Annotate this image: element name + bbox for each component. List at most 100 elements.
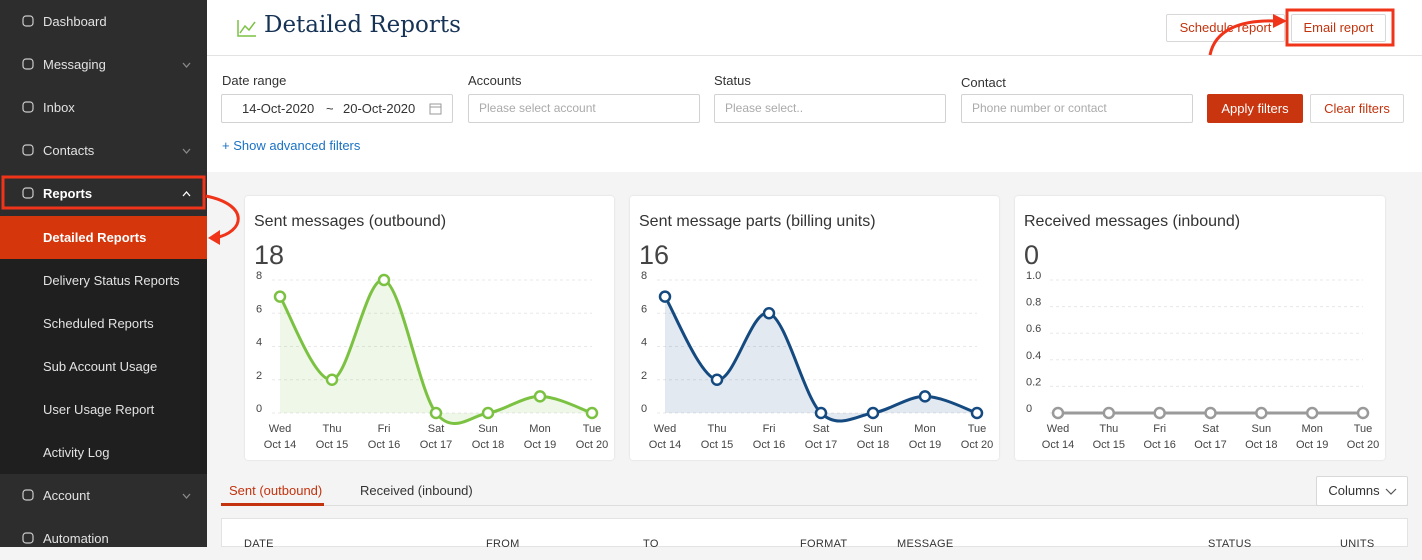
submenu-item[interactable]: Scheduled Reports: [0, 301, 207, 345]
arrowhead: [208, 230, 220, 245]
chart-title: Received messages (inbound): [1024, 213, 1240, 230]
icon-shape: [22, 101, 34, 113]
x-tick-label: Tue: [968, 423, 987, 435]
nav-icon: [22, 489, 34, 501]
nav-item[interactable]: Messaging: [0, 43, 207, 86]
y-tick-label: 0.8: [1026, 297, 1041, 309]
nav-label: Inbox: [43, 100, 75, 116]
nav-item[interactable]: Inbox: [0, 86, 207, 129]
date-range-input[interactable]: 14-Oct-2020 ~ 20-Oct-2020: [221, 94, 453, 123]
x-tick-label: Fri: [1153, 423, 1166, 435]
x-tick-label: Oct 18: [1245, 439, 1277, 451]
nav-icon: [22, 187, 34, 199]
y-tick-label: 0.6: [1026, 323, 1041, 335]
chevron-line: [182, 62, 191, 69]
column-header[interactable]: STATUS: [1208, 538, 1252, 550]
submenu-item[interactable]: Sub Account Usage: [0, 344, 207, 388]
x-tick-label: Fri: [763, 423, 776, 435]
tab-active[interactable]: Sent (outbound): [229, 483, 323, 498]
point: [866, 406, 880, 420]
point: [762, 307, 776, 320]
tab-underline: [221, 503, 324, 506]
y-tick-label: 0.2: [1026, 376, 1041, 388]
x-tick-label: Sat: [813, 423, 830, 435]
column-header[interactable]: DATE: [244, 538, 274, 550]
submenu-item[interactable]: Delivery Status Reports: [0, 258, 207, 302]
chart-total: 18: [254, 240, 284, 270]
chevron-line: [182, 191, 191, 197]
date-separator: ~: [326, 101, 334, 116]
point: [1356, 406, 1370, 420]
point: [1305, 406, 1319, 420]
icon-shape: [22, 144, 34, 156]
submenu-item[interactable]: Detailed Reports: [0, 215, 207, 259]
columns-button[interactable]: Columns: [1316, 476, 1408, 506]
schedule-report-button[interactable]: Schedule report: [1166, 14, 1285, 42]
x-tick-label: Tue: [583, 423, 602, 435]
x-tick-label: Oct 16: [753, 439, 785, 451]
x-tick-label: Oct 20: [1347, 439, 1379, 451]
tab[interactable]: Received (inbound): [360, 483, 473, 498]
chart-total: 0: [1024, 240, 1039, 270]
x-tick-label: Oct 20: [576, 439, 608, 451]
nav-label: Scheduled Reports: [43, 315, 154, 331]
chevron: [182, 191, 191, 197]
point: [1102, 406, 1116, 420]
nav-label: Reports: [43, 186, 93, 202]
contact-input[interactable]: Phone number or contact: [961, 94, 1193, 123]
chart-title: Sent messages (outbound): [254, 213, 446, 230]
apply-filters-button[interactable]: Apply filters: [1207, 94, 1303, 123]
submenu-item[interactable]: User Usage Report: [0, 387, 207, 431]
nav-item[interactable]: Automation: [0, 517, 207, 560]
x-tick-label: Sat: [1202, 423, 1219, 435]
nav-item[interactable]: Dashboard: [0, 0, 207, 43]
nav-label: Automation: [43, 531, 109, 547]
status-select[interactable]: Please select..: [714, 94, 946, 123]
accounts-select[interactable]: Please select account: [468, 94, 700, 123]
x-tick-label: Oct 18: [857, 439, 889, 451]
nav-item[interactable]: Contacts: [0, 129, 207, 172]
point: [814, 406, 828, 420]
area: [280, 279, 592, 424]
email-report-button[interactable]: Email report: [1291, 14, 1386, 42]
point: [377, 273, 391, 287]
x-tick-label: Wed: [654, 423, 676, 435]
y-tick-label: 4: [641, 337, 647, 349]
column-header[interactable]: FORMAT: [800, 538, 848, 550]
x-tick-label: Mon: [1301, 423, 1322, 435]
point: [710, 373, 724, 386]
y-tick-label: 0: [1026, 403, 1032, 415]
icon-shape: [22, 489, 34, 501]
chevron-line: [182, 148, 191, 155]
nav-icon: [22, 58, 34, 70]
clear-filters-button[interactable]: Clear filters: [1310, 94, 1404, 123]
point: [970, 406, 984, 420]
column-header[interactable]: TO: [643, 538, 659, 550]
icon-shape: [22, 532, 34, 544]
x-tick-label: Mon: [529, 423, 550, 435]
column-header[interactable]: FROM: [486, 538, 520, 550]
y-tick-label: 6: [256, 303, 262, 315]
submenu-item[interactable]: Activity Log: [0, 431, 207, 474]
x-tick-label: Mon: [914, 423, 935, 435]
point: [1051, 406, 1065, 420]
nav-label: Detailed Reports: [43, 229, 147, 245]
nav-icon: [22, 15, 34, 27]
column-header[interactable]: UNITS: [1340, 538, 1375, 550]
x-tick-label: Tue: [1354, 423, 1373, 435]
date-from: 14-Oct-2020: [242, 101, 315, 116]
y-tick-label: 1.0: [1026, 270, 1041, 282]
point: [1153, 406, 1166, 420]
x-tick-label: Oct 15: [316, 439, 348, 451]
y-tick-label: 8: [256, 270, 262, 282]
date-to: 20-Oct-2020: [343, 101, 416, 116]
point: [658, 290, 672, 303]
advanced-filters-link[interactable]: + Show advanced filters: [222, 138, 361, 153]
nav-label: Delivery Status Reports: [43, 272, 180, 288]
nav-item[interactable]: Account: [0, 474, 207, 517]
x-tick-label: Thu: [708, 423, 727, 435]
x-tick-label: Oct 19: [524, 439, 556, 451]
nav-item[interactable]: Reports: [0, 172, 207, 215]
nav-label: Activity Log: [43, 445, 110, 460]
column-header[interactable]: MESSAGE: [897, 538, 954, 550]
